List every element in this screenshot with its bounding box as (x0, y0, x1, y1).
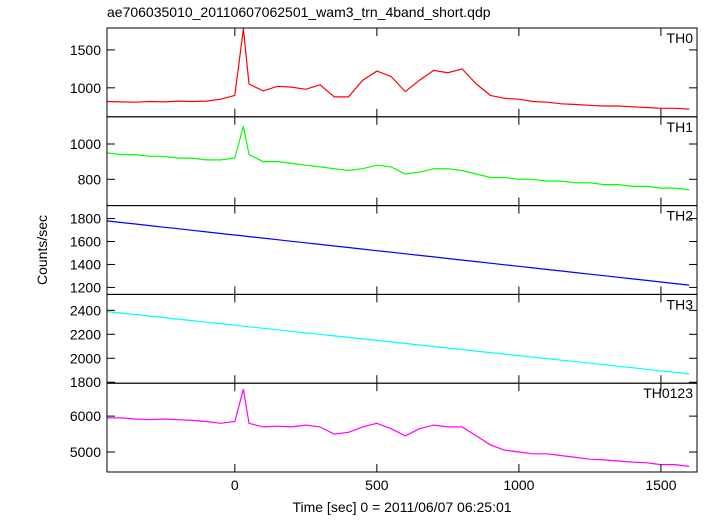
light-curve (107, 389, 690, 467)
y-tick-label: 1600 (70, 234, 101, 250)
y-tick-label: 1000 (70, 80, 101, 96)
panel-label: TH0 (667, 30, 694, 46)
y-axis-label: Counts/sec (34, 215, 50, 285)
y-tick-label: 1000 (70, 136, 101, 152)
light-curve (106, 126, 690, 191)
light-curve (106, 220, 690, 286)
y-tick-label: 1800 (70, 374, 101, 390)
y-tick-label: 2000 (70, 350, 101, 366)
panel-label: TH3 (667, 296, 694, 312)
x-tick-label: 0 (231, 477, 239, 493)
light-curve (106, 28, 690, 110)
panel-label: TH2 (667, 208, 694, 224)
chart-title: ae706035010_20110607062501_wam3_trn_4ban… (107, 4, 491, 20)
panel-label: TH0123 (643, 385, 693, 401)
x-tick-label: 1000 (503, 477, 534, 493)
y-tick-label: 800 (78, 171, 102, 187)
y-tick-label: 6000 (70, 408, 101, 424)
x-tick-label: 500 (365, 477, 389, 493)
light-curve (106, 310, 690, 375)
panel-frame (106, 382, 698, 473)
panel-label: TH1 (667, 119, 694, 135)
y-tick-label: 1500 (70, 42, 101, 58)
x-tick-label: 1500 (645, 477, 676, 493)
y-tick-label: 2400 (70, 302, 101, 318)
y-tick-label: 1200 (70, 279, 101, 295)
y-tick-label: 2200 (70, 326, 101, 342)
x-axis-label: Time [sec] 0 = 2011/06/07 06:25:01 (292, 499, 511, 515)
y-tick-label: 1800 (70, 211, 101, 227)
y-tick-label: 5000 (70, 444, 101, 460)
y-tick-label: 1400 (70, 256, 101, 272)
